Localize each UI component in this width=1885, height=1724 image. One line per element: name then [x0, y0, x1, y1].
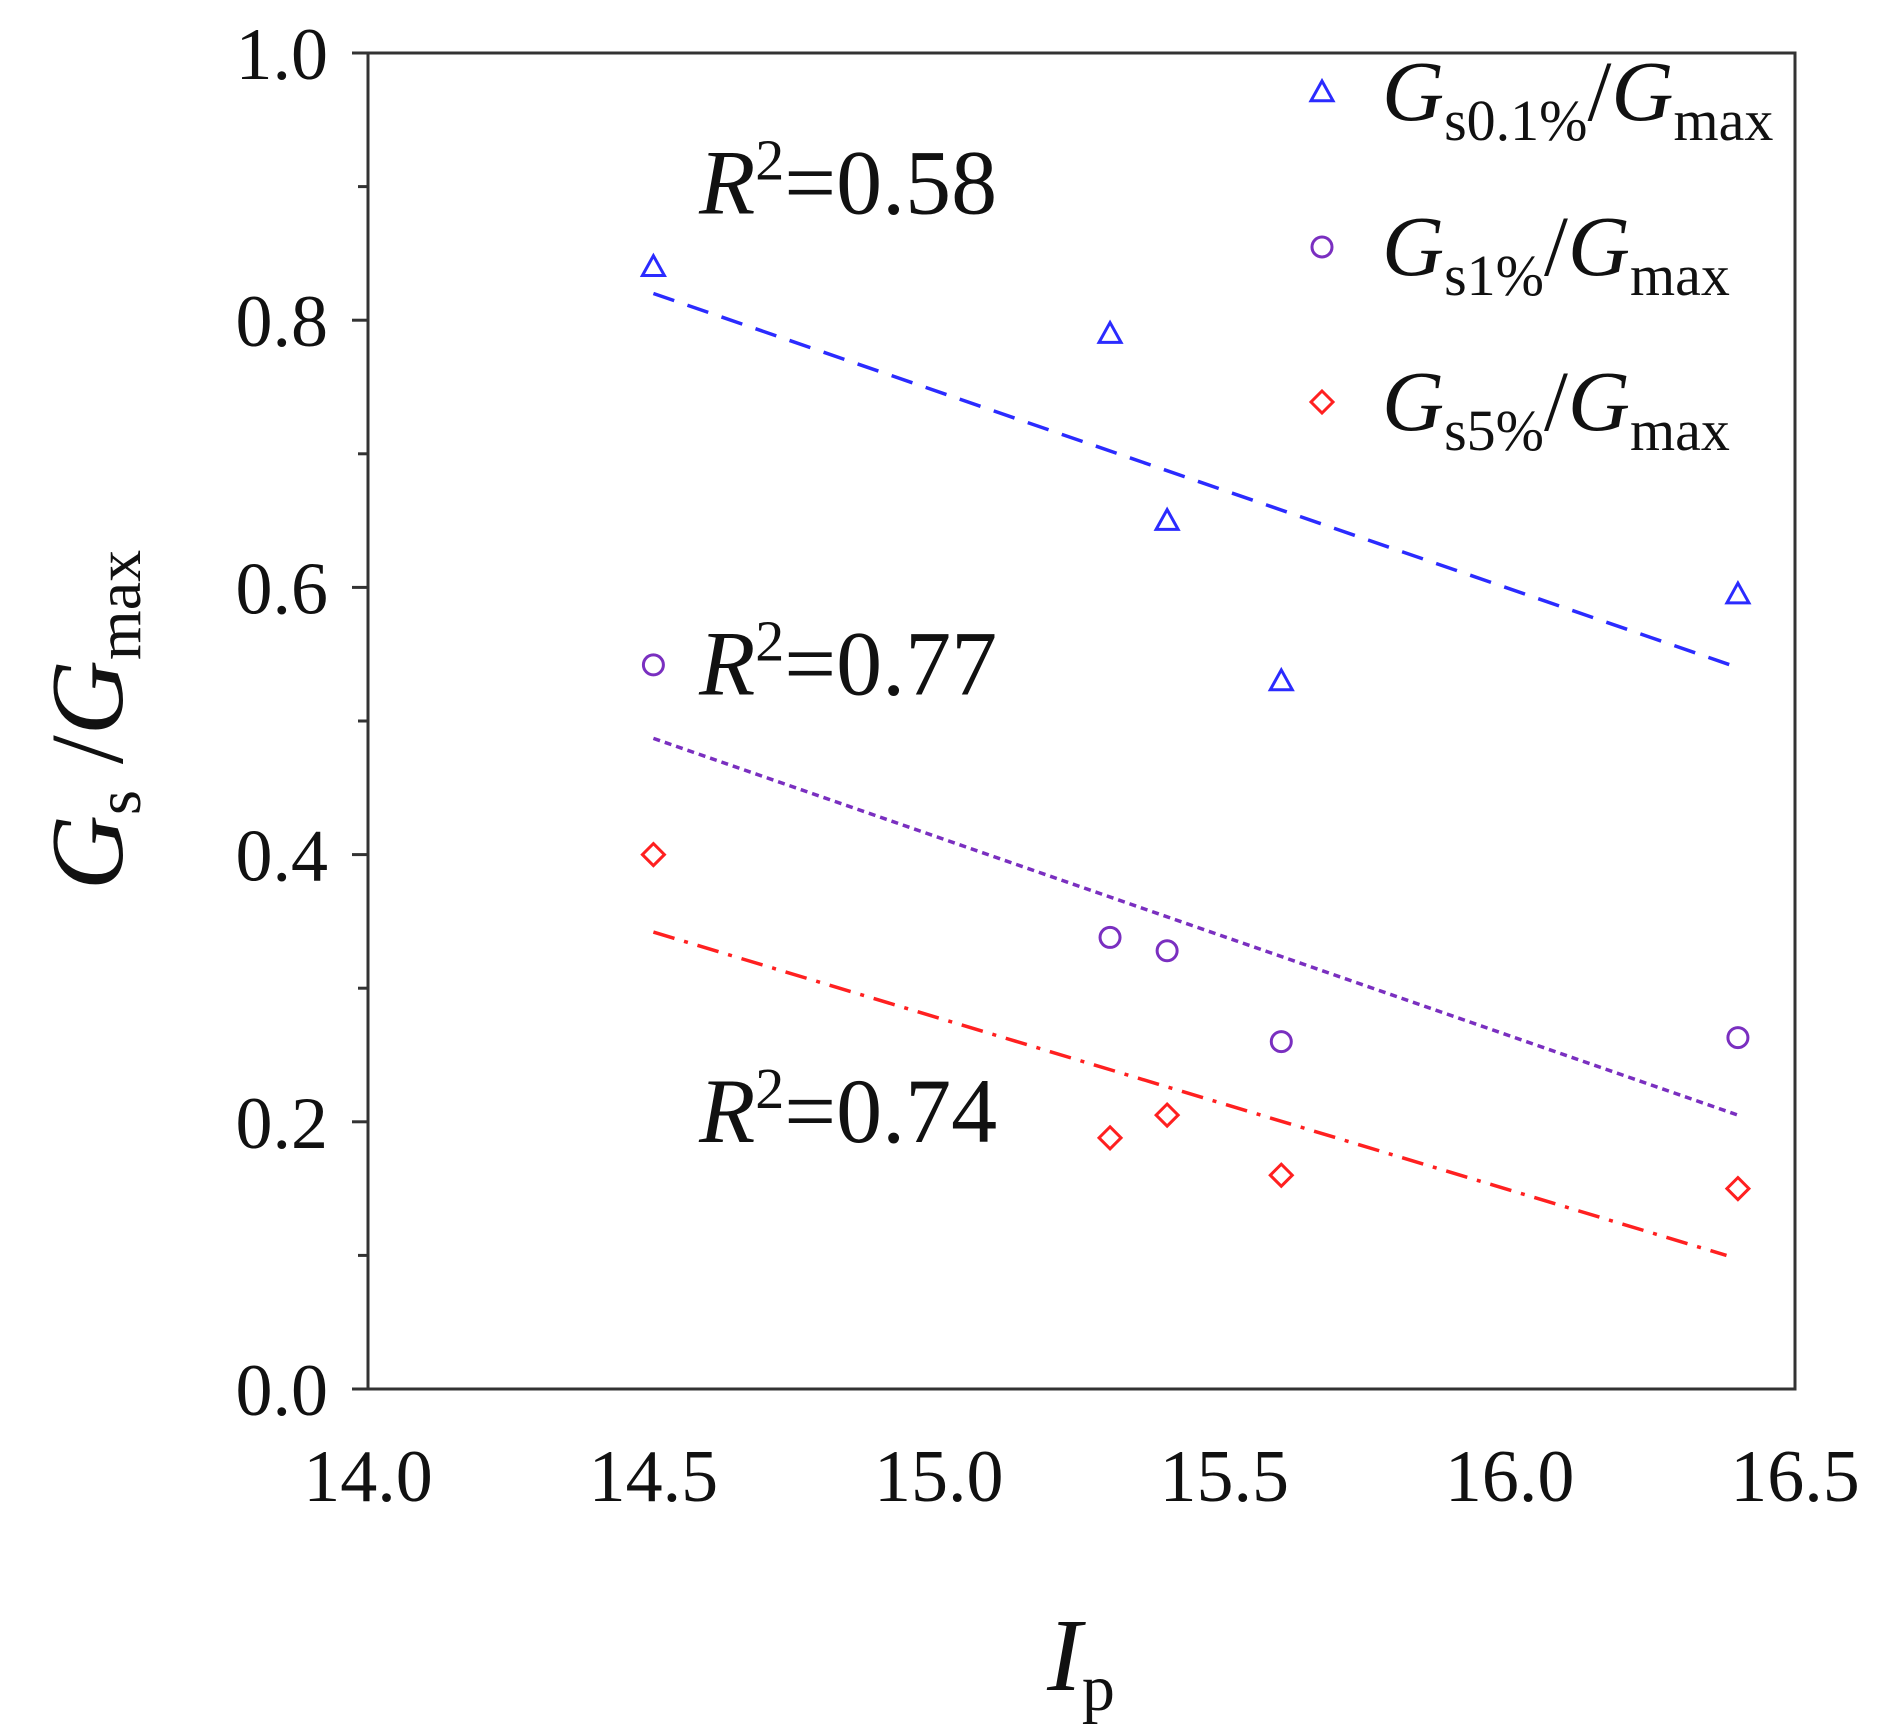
y-axis-title: Gs /Gmax [30, 550, 154, 890]
r2-label-r: R [698, 612, 755, 714]
r2-label: R2=0.74 [698, 1056, 997, 1162]
y-tick-label: 1.0 [236, 14, 329, 96]
data-point-diamond [1724, 1175, 1752, 1202]
data-points [639, 252, 1752, 1202]
x-tick-label: 16.0 [1445, 1436, 1575, 1518]
r2-label: R2=0.58 [698, 127, 997, 233]
r2-label-r: R [698, 131, 755, 233]
r2-label-exp: 2 [755, 127, 784, 192]
legend-main2: G [1568, 353, 1630, 449]
r2-label-r: R [698, 1060, 755, 1162]
legend-main1: G [1382, 353, 1444, 449]
data-point-diamond [1096, 1124, 1124, 1151]
r2-label-value: =0.77 [784, 612, 997, 714]
r2-label: R2=0.77 [698, 608, 997, 714]
legend-label: Gs5%/Gmax [1382, 353, 1730, 463]
data-point-diamond [640, 841, 667, 868]
legend-sub2: max [1674, 88, 1774, 153]
data-point-circle [641, 653, 665, 677]
x-axis-ticks: 14.0 14.5 15.0 15.5 16.0 16.5 [303, 1436, 1860, 1518]
legend-slash: / [1588, 43, 1612, 139]
legend-main2: G [1568, 198, 1630, 294]
y-tick-label: 0.8 [236, 281, 329, 363]
data-point-circle [1269, 1030, 1293, 1054]
legend-main1: G [1382, 198, 1444, 294]
legend-sub2: max [1630, 243, 1730, 308]
y-tick-label: 0.0 [236, 1350, 329, 1432]
data-point-diamond [1153, 1101, 1181, 1129]
legend-slash: / [1544, 353, 1568, 449]
legend-main2: G [1611, 43, 1673, 139]
x-tick-label: 15.0 [874, 1436, 1004, 1518]
data-point-circle [1098, 925, 1122, 949]
data-point-circle [1155, 939, 1179, 963]
data-point-triangle [1267, 666, 1295, 692]
fit-line-triangle [652, 291, 1739, 670]
fit-line-diamond [652, 930, 1728, 1258]
data-point-triangle [1096, 319, 1124, 344]
y-axis-title-sub2: max [83, 550, 154, 660]
x-tick-label: 14.5 [589, 1436, 719, 1518]
legend-marker-diamond [1308, 388, 1336, 416]
legend-slash: / [1544, 198, 1568, 294]
legend-marker-circle [1310, 235, 1334, 259]
y-axis-title-sub1: s [83, 790, 154, 815]
y-axis-title-main1: G [30, 815, 145, 890]
r2-label-value: =0.74 [784, 1060, 997, 1162]
r2-label-value: =0.58 [784, 131, 997, 233]
y-tick-label: 0.4 [236, 816, 329, 898]
legend-label: Gs1%/Gmax [1382, 198, 1730, 308]
y-axis-ticks: 0.0 0.2 0.4 0.6 0.8 1.0 [236, 14, 368, 1432]
y-axis-title-slash: / [30, 735, 145, 790]
legend-sub2: max [1630, 398, 1730, 463]
legend-sub1: s0.1% [1444, 88, 1587, 153]
legend-label: Gs0.1%/Gmax [1382, 43, 1773, 153]
y-tick-label: 0.2 [236, 1083, 329, 1165]
data-point-triangle [1724, 579, 1752, 605]
data-point-circle [1726, 1026, 1750, 1050]
x-axis-title-main: I [1046, 1598, 1086, 1713]
x-tick-label: 14.0 [303, 1436, 433, 1518]
x-tick-label: 15.5 [1159, 1436, 1289, 1518]
legend-main1: G [1382, 43, 1444, 139]
r2-label-exp: 2 [755, 608, 784, 673]
data-point-triangle [639, 252, 667, 278]
legend-marker-triangle [1308, 77, 1336, 103]
fit-lines [652, 291, 1739, 1258]
r2-label-exp: 2 [755, 1056, 784, 1121]
x-axis-title-sub: p [1082, 1652, 1115, 1724]
x-tick-label: 16.5 [1730, 1436, 1860, 1518]
data-point-diamond [1268, 1162, 1295, 1189]
x-axis-title: Ip [1046, 1598, 1115, 1724]
y-axis-title-main2: G [30, 660, 145, 735]
fit-line-circle [652, 736, 1739, 1117]
y-tick-label: 0.6 [236, 548, 329, 630]
legend-sub1: s1% [1444, 243, 1544, 308]
data-point-triangle [1153, 506, 1181, 531]
legend-sub1: s5% [1444, 398, 1544, 463]
